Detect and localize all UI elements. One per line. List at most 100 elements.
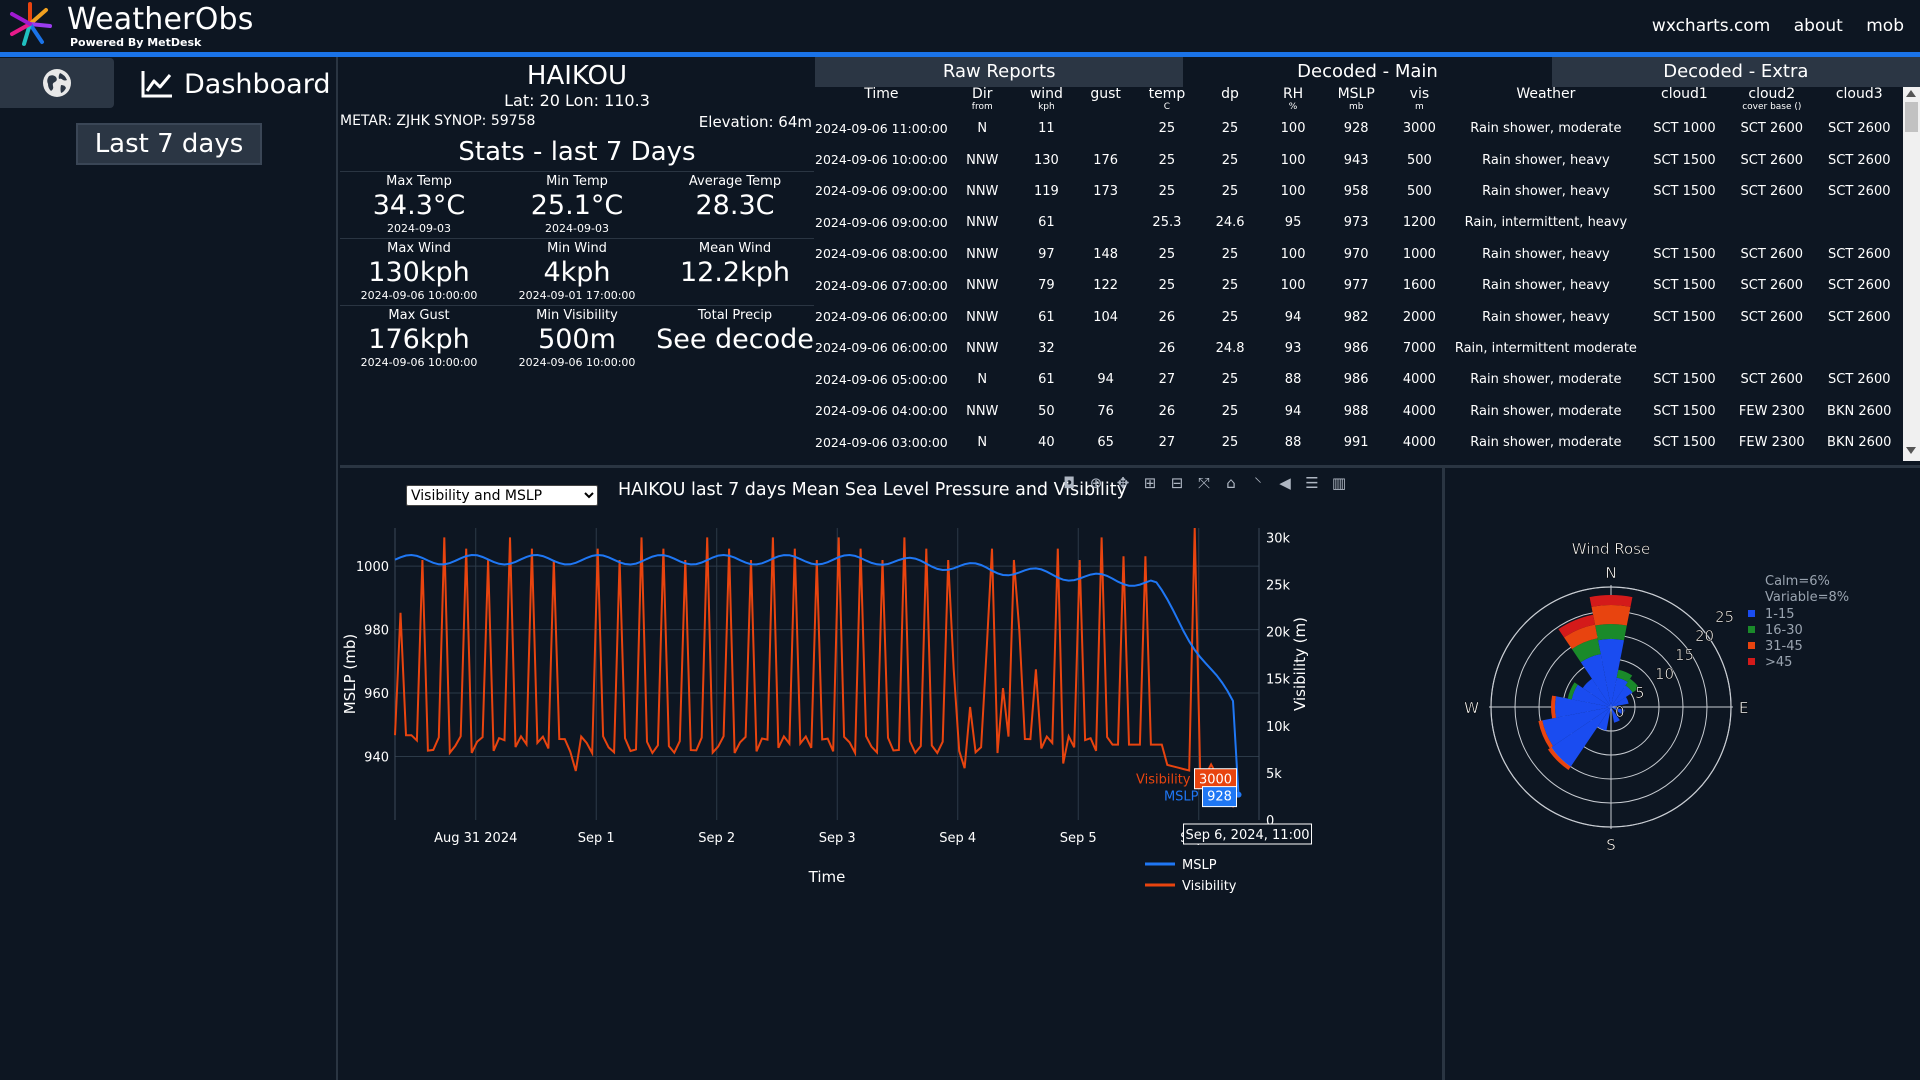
table-cell: Rain shower, heavy: [1482, 309, 1610, 325]
column-label: cloud3: [1835, 87, 1883, 102]
column-header[interactable]: gust: [1076, 87, 1135, 113]
table-cell: 97: [1038, 246, 1055, 262]
table-row[interactable]: 2024-09-06 08:00:00 NNW 97 148 25 25 100 970 100…: [815, 239, 1903, 270]
table-row[interactable]: 2024-09-06 07:00:00 NNW 79 122 25 25 100 977 160…: [815, 270, 1903, 301]
x-tick-label: Sep 2: [698, 831, 735, 846]
zoom-in-icon[interactable]: ⊞: [1143, 474, 1157, 492]
rose-bar: [1567, 682, 1578, 700]
column-header[interactable]: cloud3: [1816, 87, 1904, 113]
plotly-logo-icon[interactable]: ▥: [1331, 474, 1347, 492]
table-cell: 25: [1221, 152, 1239, 168]
scroll-thumb[interactable]: [1905, 102, 1918, 132]
stat-label: Min Temp: [546, 174, 608, 189]
table-row[interactable]: 2024-09-06 06:00:00 NNW 32 26 24.8 93 986 7000 R…: [815, 333, 1903, 364]
mslp-visibility-chart[interactable]: 1000 980 960 940 30k 25k 20k 15k 10k 5k 0 Aug 31 20…: [340, 510, 1340, 910]
table-row[interactable]: 2024-09-06 04:00:00 NNW 50 76 26 25 94 988 4000 R…: [815, 396, 1903, 427]
rose-bar: [1582, 678, 1611, 707]
stat-cell: Min Temp 25.1°C 2024-09-03: [498, 174, 656, 235]
table-cell: 24.8: [1215, 340, 1245, 356]
column-header[interactable]: Dir from: [948, 87, 1017, 113]
station-elevation: Elevation: 64m: [698, 113, 812, 131]
column-header[interactable]: cloud1: [1641, 87, 1728, 113]
column-header[interactable]: RH%: [1262, 87, 1325, 113]
globe-button[interactable]: [0, 58, 114, 108]
y-tick-label: 980: [364, 624, 389, 639]
dashboard-button[interactable]: Dashboard: [140, 62, 330, 106]
table-cell: [1728, 207, 1815, 238]
zoom-icon[interactable]: ⊕: [1089, 474, 1103, 492]
camera-icon[interactable]: ◘: [1063, 474, 1075, 492]
mslp-line: [394, 553, 1240, 795]
nav-link-wxcharts[interactable]: wxcharts.com: [1651, 16, 1771, 36]
table-cell: SCT 2600: [1740, 121, 1804, 137]
y2-tick-label: 5k: [1266, 767, 1282, 782]
panel-divider-vertical: [1442, 468, 1445, 1080]
range-button[interactable]: Last 7 days: [76, 123, 262, 165]
table-cell: 65: [1097, 435, 1114, 451]
table-cell: 100: [1280, 278, 1306, 294]
table-row[interactable]: 2024-09-06 05:00:00 N 61 94 27 25 88 986 4000 Rai…: [815, 364, 1903, 395]
column-label: Dir: [972, 87, 993, 102]
table-row[interactable]: 2024-09-06 06:00:00 NNW 61 104 26 25 94 982 2000…: [815, 301, 1903, 332]
table-cell: 25: [1221, 403, 1239, 419]
autoscale-icon[interactable]: ⤧: [1197, 474, 1210, 492]
scroll-up-icon[interactable]: [1906, 90, 1916, 97]
table-cell: SCT 2600: [1740, 309, 1804, 325]
hover-compare-icon[interactable]: ☰: [1305, 474, 1319, 492]
column-unit: mb: [1348, 102, 1364, 112]
y2-tick-label: 20k: [1266, 626, 1291, 641]
table-row[interactable]: 2024-09-06 03:00:00 N 40 65 27 25 88 991 4000 Rai…: [815, 427, 1903, 458]
tab-decoded-extra[interactable]: Decoded - Extra: [1551, 57, 1920, 87]
nav-link-about[interactable]: about: [1793, 16, 1843, 36]
home-icon[interactable]: ⌂: [1226, 474, 1236, 492]
spike-lines-icon[interactable]: ⸌: [1254, 474, 1262, 492]
column-label: cloud2: [1748, 87, 1796, 102]
table-cell: 94: [1284, 309, 1302, 325]
rose-legend-swatch: [1748, 658, 1755, 665]
scroll-down-icon[interactable]: [1906, 447, 1916, 454]
zoom-out-icon[interactable]: ⊟: [1170, 474, 1184, 492]
table-row[interactable]: 2024-09-06 10:00:00 NNW 130 176 25 25 100 943 50…: [815, 144, 1903, 175]
stat-cell: Average Temp 28.3C: [656, 174, 814, 222]
column-header[interactable]: wind kph: [1017, 87, 1076, 113]
column-header[interactable]: Weather: [1451, 87, 1641, 113]
column-header[interactable]: dp: [1199, 87, 1262, 113]
table-cell: 928: [1343, 121, 1369, 137]
x-axis-label: Time: [808, 868, 846, 886]
pan-icon[interactable]: ✥: [1116, 474, 1130, 492]
y2-tick-label: 10k: [1266, 720, 1291, 735]
column-header[interactable]: Time: [815, 87, 948, 113]
table-cell: 25: [1158, 121, 1176, 137]
table-cell: SCT 2600: [1828, 278, 1891, 294]
table-row[interactable]: 2024-09-06 09:00:00 NNW 119 173 25 25 100 958 50…: [815, 176, 1903, 207]
table-cell: [1641, 207, 1728, 238]
legend-label: MSLP: [1182, 858, 1217, 873]
column-header[interactable]: MSLP mb: [1325, 87, 1388, 113]
chart-modebar: ◘ ⊕ ✥ ⊞ ⊟ ⤧ ⌂ ⸌ ◀ ☰ ▥: [1060, 474, 1348, 494]
rose-bar: [1591, 605, 1631, 626]
station-latlon: Lat: 20 Lon: 110.3: [504, 91, 650, 110]
table-cell: 61: [1038, 372, 1055, 388]
hover-closest-icon[interactable]: ◀: [1279, 474, 1291, 492]
brand-logo-icon[interactable]: [2, 0, 58, 52]
table-row[interactable]: 2024-09-06 09:00:00 NNW 61 25.3 24.6 95 973 120…: [815, 207, 1903, 238]
column-header[interactable]: cloud2 cover base (): [1728, 87, 1815, 113]
stat-label: Max Wind: [387, 241, 451, 256]
stat-value: 12.2kph: [679, 257, 790, 288]
tab-decoded-main[interactable]: Decoded - Main: [1183, 57, 1552, 87]
column-header[interactable]: vis m: [1388, 87, 1451, 113]
table-cell: 100: [1280, 121, 1306, 137]
table-row[interactable]: 2024-09-06 11:00:00 N 11 25 25 100 928 3000 Rain…: [815, 113, 1903, 144]
chart-type-select[interactable]: Visibility and MSLP: [406, 485, 598, 506]
rose-bar: [1558, 614, 1595, 638]
y2-tick-label: 30k: [1266, 531, 1291, 546]
table-scrollbar[interactable]: [1903, 87, 1920, 461]
tab-raw-reports[interactable]: Raw Reports: [815, 57, 1184, 87]
brand-name[interactable]: WeatherObs: [67, 2, 254, 37]
table-cell: 2024-09-06 10:00:00: [815, 152, 948, 168]
line-chart-icon: [141, 71, 172, 98]
column-header[interactable]: temp C: [1135, 87, 1198, 113]
nav-link-mob[interactable]: mob: [1866, 16, 1904, 36]
